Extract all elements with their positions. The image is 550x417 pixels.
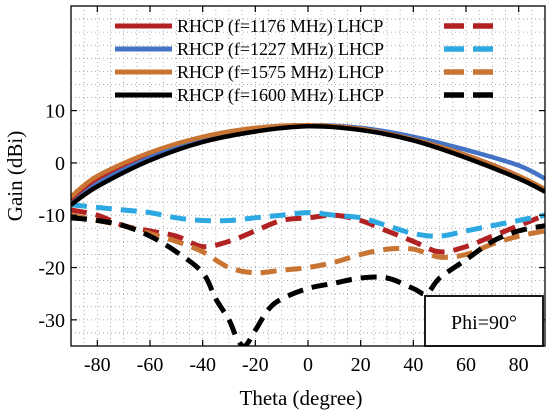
legend-label: RHCP (f=1600 MHz) LHCP [177,85,384,106]
series-line-lhcp-7 [71,215,545,346]
y-tick-label: -10 [38,205,65,227]
y-axis-title: Gain (dBi) [3,131,27,221]
series-line-rhcp-6 [71,124,545,207]
annotation-box: Phi=90° [424,295,544,347]
legend-label: RHCP (f=1176 MHz) LHCP [177,16,383,37]
x-tick-label: -60 [137,354,164,376]
legend-label: RHCP (f=1575 MHz) LHCP [177,62,384,83]
x-tick-label: -40 [189,354,216,376]
x-tick-label: 80 [509,354,529,376]
x-tick-label: 60 [456,354,476,376]
y-tick-label: -30 [38,310,65,332]
y-tick-label: -20 [38,258,65,280]
x-tick-label: 0 [303,354,313,376]
series-line-lhcp-3 [71,202,545,239]
grid [70,5,546,347]
x-tick-label: 20 [351,354,371,376]
x-axis-title: Theta (degree) [240,386,363,410]
x-tick-label: 40 [403,354,423,376]
legend-label: RHCP (f=1227 MHz) LHCP [177,39,384,60]
y-tick-label: 10 [45,101,65,123]
x-tick-label: -80 [84,354,111,376]
axis-ticks: -80 -60 -40 -20 0 20 40 60 80 -30 -20 -10 0 10 [38,6,545,376]
annotation-text: Phi=90° [451,312,517,334]
x-tick-label: -20 [242,354,269,376]
y-tick-label: 0 [55,153,65,175]
series-layer [71,123,545,346]
